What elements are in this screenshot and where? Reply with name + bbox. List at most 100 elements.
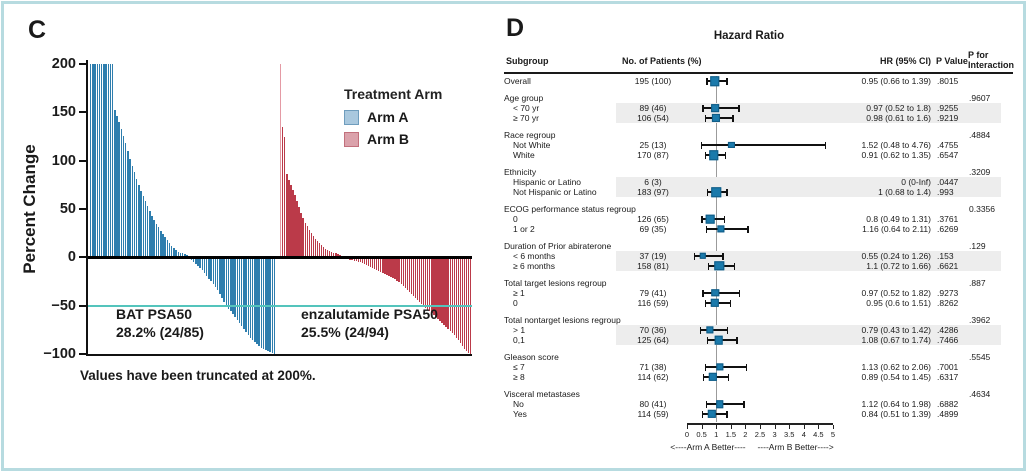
ci-cap-right [723, 215, 726, 223]
waterfall-bar [337, 254, 339, 258]
ci-cap-right [824, 141, 826, 149]
ci-cap-left [701, 215, 703, 223]
waterfall-bar [111, 64, 114, 258]
waterfall-bar [427, 257, 429, 310]
waterfall-bar [181, 253, 184, 258]
hr-marker [710, 298, 719, 308]
group-label: Gleason score [504, 352, 559, 362]
ci-plot-cell [687, 140, 833, 150]
waterfall-bar [333, 252, 335, 258]
waterfall-bar [96, 64, 99, 258]
waterfall-bar [443, 257, 445, 325]
p-interaction-value: .129 [969, 241, 986, 251]
waterfall-bar [195, 257, 197, 265]
p-value: .4286 [937, 325, 959, 335]
waterfall-bar [455, 257, 458, 338]
forest-row: Not White 25 (13) 1.52 (0.48 to 4.76) .4755 [504, 140, 1013, 150]
waterfall-bar [240, 257, 243, 326]
ci-cap-left [702, 104, 704, 112]
forest-group: Duration of Prior abiraterone .129 < 6 mon… [504, 241, 1013, 271]
waterfall-bar [166, 239, 169, 258]
panel-c-waterfall: C Percent Change 200 150 100 50 0 −50 −100 Tre… [4, 4, 504, 468]
panel-c-label: C [28, 16, 47, 44]
waterfall-bar [429, 257, 431, 312]
waterfall-bar [439, 257, 441, 322]
waterfall-bar [223, 257, 225, 302]
waterfall-bar [453, 257, 455, 335]
waterfall-bar [131, 165, 134, 258]
ci-whisker [705, 228, 749, 230]
x-tick-mark [789, 425, 791, 429]
forest-group-header: Age group .9607 [504, 93, 1013, 103]
ci-cap-right [743, 400, 745, 408]
waterfall-bar [142, 196, 144, 258]
p-value: .7466 [937, 335, 959, 345]
forest-group: Overall 195 (100) 0.95 (0.66 to 1.39) .8015 [504, 76, 1013, 86]
ci-whisker [702, 107, 740, 109]
col-header-patients: No. of Patients (%) [622, 56, 702, 66]
p-interaction-value: .887 [969, 278, 986, 288]
forest-row: ≥ 6 months 158 (81) 1.1 (0.72 to 1.66) .662… [504, 261, 1013, 271]
waterfall-bar [369, 257, 372, 267]
hr-ci-text: 1 (0.68 to 1.4) [878, 187, 931, 197]
ci-plot-cell [687, 298, 833, 308]
x-tick-mark [774, 425, 776, 429]
waterfall-bar [324, 248, 327, 258]
waterfall-bar [184, 254, 186, 258]
subgroup-label: Yes [513, 409, 527, 419]
ci-whisker [694, 255, 724, 257]
waterfall-bar [157, 227, 160, 258]
waterfall-bar [114, 110, 116, 258]
waterfall-bar [103, 64, 105, 258]
hr-ci-text: 1.12 (0.64 to 1.98) [861, 399, 931, 409]
waterfall-bar [304, 222, 306, 258]
ci-whisker [702, 292, 741, 294]
patients-count: 125 (64) [637, 335, 669, 345]
waterfall-bar [459, 257, 462, 344]
waterfall-bar [155, 223, 158, 258]
subgroup-label: ≥ 6 months [513, 261, 555, 271]
hr-ci-text: 0.84 (0.51 to 1.39) [861, 409, 931, 419]
p-interaction-value: .3962 [969, 315, 991, 325]
waterfall-bar [245, 257, 247, 332]
patients-count: 25 (13) [639, 140, 667, 150]
x-tick-mark [716, 425, 718, 429]
waterfall-bar [290, 184, 292, 258]
waterfall-bar [133, 172, 136, 258]
ci-cap-right [732, 114, 734, 122]
forest-group: Ethnicity .3209 Hispanic or Latino 6 (3) 0 (… [504, 167, 1013, 197]
waterfall-bar [177, 251, 179, 258]
waterfall-bar [227, 257, 230, 309]
waterfall-bar [127, 151, 129, 258]
p-value: .7001 [937, 362, 959, 372]
waterfall-bar [251, 257, 254, 341]
waterfall-bar [388, 257, 390, 276]
waterfall-bar [192, 257, 195, 263]
waterfall-bar [363, 257, 366, 265]
ci-plot-cell [687, 399, 833, 409]
p-value: .6269 [937, 224, 959, 234]
forest-row: Hispanic or Latino 6 (3) 0 (0-Inf) .0447 [504, 177, 1013, 187]
subgroup-label: Overall [504, 76, 531, 86]
ci-cap-right [727, 373, 730, 381]
forest-row: Not Hispanic or Latino 183 (97) 1 (0.68 to… [504, 187, 1013, 197]
subgroup-label: No [513, 399, 524, 409]
forest-group-header: ECOG performance status regroup 0.3356 [504, 204, 1013, 214]
p-interaction-value: .9607 [969, 93, 991, 103]
hr-ci-text: 0.89 (0.54 to 1.45) [861, 372, 931, 382]
waterfall-bar [402, 257, 404, 287]
element [687, 167, 833, 177]
interaction-line: Interaction [968, 60, 1015, 70]
waterfall-bar [335, 253, 337, 258]
forest-group-header: Ethnicity .3209 [504, 167, 1013, 177]
patients-count: 195 (100) [634, 76, 672, 86]
ci-plot-cell [687, 325, 833, 335]
ci-cap-right [722, 252, 724, 260]
waterfall-bar [249, 257, 252, 338]
p-value: .8262 [937, 298, 959, 308]
waterfall-bar [203, 257, 206, 273]
ci-cap-right [726, 77, 728, 85]
waterfall-bar [254, 257, 256, 343]
group-label: Duration of Prior abiraterone [504, 241, 612, 251]
x-tick-label: 0 [684, 430, 690, 439]
